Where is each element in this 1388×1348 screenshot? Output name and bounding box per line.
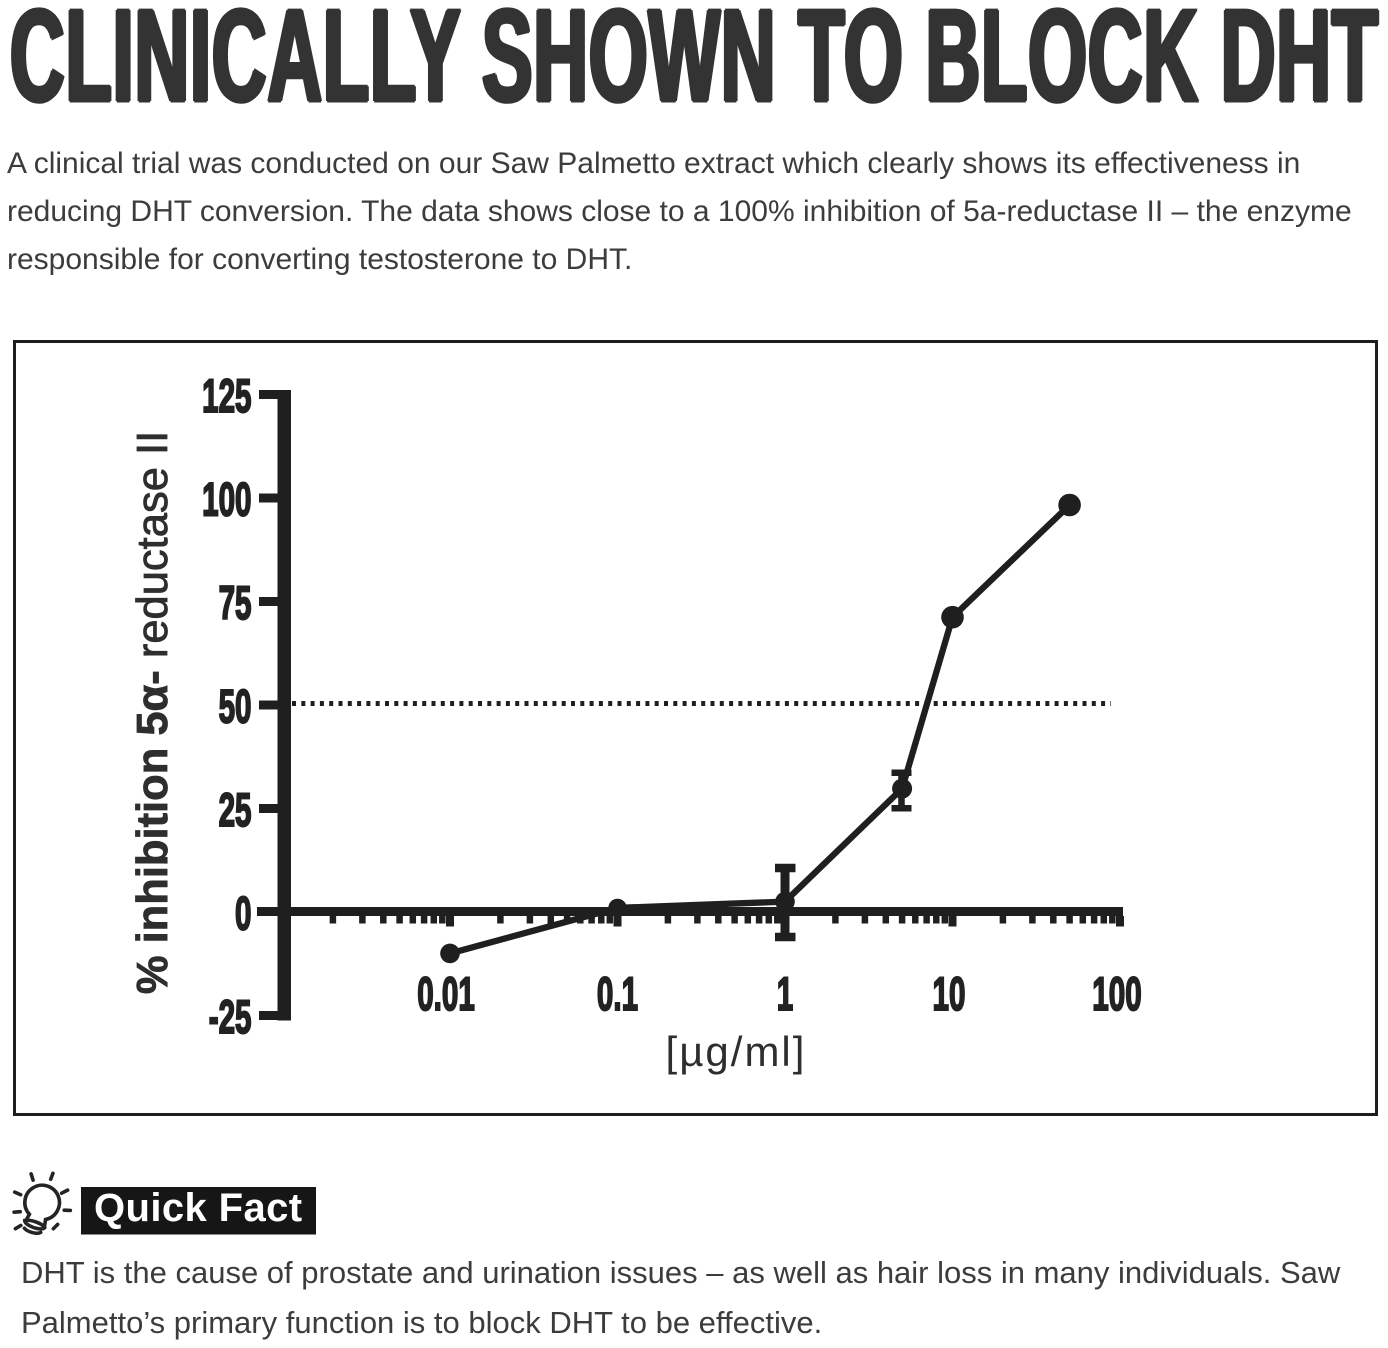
- svg-text:50: 50: [219, 680, 252, 733]
- svg-text:0.1: 0.1: [597, 968, 638, 1021]
- svg-text:Quick Fact: Quick Fact: [94, 1186, 303, 1230]
- svg-text:0.01: 0.01: [417, 968, 475, 1021]
- svg-text:[µg/ml]: [µg/ml]: [666, 1028, 807, 1075]
- svg-text:125: 125: [202, 370, 251, 423]
- svg-text:25: 25: [219, 784, 252, 837]
- svg-text:% inhibition 5α- reductase II: % inhibition 5α- reductase II: [129, 431, 177, 994]
- svg-text:1: 1: [777, 968, 793, 1021]
- svg-text:-25: -25: [209, 991, 252, 1044]
- svg-text:100: 100: [1092, 968, 1141, 1021]
- svg-text:10: 10: [933, 968, 966, 1021]
- svg-text:0: 0: [235, 887, 251, 940]
- svg-text:75: 75: [219, 577, 252, 630]
- svg-text:100: 100: [202, 473, 251, 526]
